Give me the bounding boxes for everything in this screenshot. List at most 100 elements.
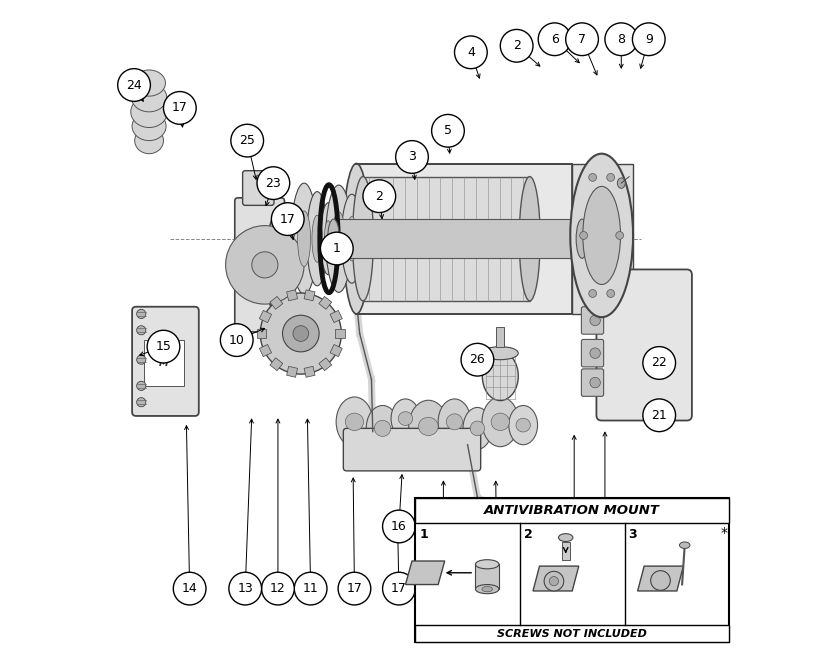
Ellipse shape	[131, 96, 167, 128]
Bar	[319, 296, 332, 309]
Circle shape	[461, 343, 494, 376]
Circle shape	[606, 173, 615, 181]
Text: SCREWS NOT INCLUDED: SCREWS NOT INCLUDED	[498, 628, 647, 639]
Bar	[330, 345, 342, 356]
Ellipse shape	[133, 70, 166, 96]
Bar	[260, 311, 272, 322]
FancyBboxPatch shape	[235, 198, 284, 332]
Text: 17: 17	[391, 582, 407, 595]
Text: 3: 3	[629, 528, 637, 542]
Bar	[257, 329, 266, 338]
Bar	[415, 498, 729, 642]
Bar	[260, 345, 272, 356]
Ellipse shape	[463, 407, 492, 449]
Text: 3: 3	[408, 150, 416, 164]
Circle shape	[252, 252, 278, 278]
Circle shape	[137, 381, 146, 390]
FancyBboxPatch shape	[132, 307, 199, 416]
Ellipse shape	[680, 542, 690, 549]
Bar	[475, 564, 499, 589]
Ellipse shape	[132, 83, 166, 112]
Bar	[144, 340, 185, 386]
Polygon shape	[405, 561, 445, 585]
Circle shape	[163, 92, 196, 124]
Text: 10: 10	[229, 334, 245, 347]
Circle shape	[231, 124, 264, 157]
Bar	[335, 329, 344, 338]
Text: 23: 23	[265, 177, 281, 190]
Ellipse shape	[341, 194, 363, 283]
Text: 21: 21	[651, 409, 667, 422]
Ellipse shape	[544, 572, 564, 591]
Circle shape	[643, 347, 676, 379]
Text: 5: 5	[444, 124, 452, 137]
Text: 1: 1	[333, 242, 341, 255]
Circle shape	[321, 232, 353, 265]
Ellipse shape	[312, 215, 322, 262]
Circle shape	[220, 324, 253, 356]
Ellipse shape	[516, 419, 531, 432]
Ellipse shape	[391, 399, 420, 438]
Circle shape	[260, 293, 341, 374]
Circle shape	[137, 398, 146, 407]
Circle shape	[283, 315, 319, 352]
Text: 14: 14	[182, 582, 198, 595]
Text: 25: 25	[239, 134, 255, 147]
Circle shape	[137, 326, 146, 335]
Ellipse shape	[336, 397, 372, 447]
Circle shape	[590, 315, 601, 326]
Circle shape	[427, 572, 460, 605]
Text: 1: 1	[419, 528, 428, 542]
Circle shape	[566, 23, 598, 56]
FancyBboxPatch shape	[582, 307, 604, 334]
Circle shape	[558, 572, 591, 605]
Ellipse shape	[409, 400, 448, 453]
Ellipse shape	[332, 212, 345, 266]
Text: 11: 11	[302, 582, 319, 595]
Circle shape	[261, 572, 294, 605]
Ellipse shape	[132, 112, 166, 141]
Circle shape	[338, 572, 371, 605]
Text: 2: 2	[376, 190, 383, 203]
Bar	[270, 358, 283, 371]
Bar	[304, 366, 315, 377]
Bar	[572, 164, 633, 314]
Ellipse shape	[344, 164, 369, 314]
Bar	[562, 542, 569, 560]
Text: 13: 13	[237, 582, 253, 595]
Ellipse shape	[583, 186, 620, 284]
Circle shape	[480, 572, 513, 605]
Ellipse shape	[482, 352, 518, 400]
Circle shape	[590, 377, 601, 388]
Ellipse shape	[265, 209, 297, 321]
Ellipse shape	[508, 405, 537, 445]
Ellipse shape	[471, 421, 485, 436]
Ellipse shape	[482, 347, 518, 360]
Text: 18: 18	[435, 582, 452, 595]
Circle shape	[382, 510, 415, 543]
Circle shape	[226, 226, 304, 304]
Text: 17: 17	[172, 101, 188, 114]
Circle shape	[605, 23, 638, 56]
Circle shape	[606, 290, 615, 298]
Circle shape	[432, 114, 464, 147]
Ellipse shape	[475, 585, 499, 594]
Text: 8: 8	[617, 33, 625, 46]
Circle shape	[632, 23, 665, 56]
Ellipse shape	[491, 413, 509, 430]
Ellipse shape	[347, 216, 357, 261]
Bar	[270, 296, 283, 309]
Ellipse shape	[134, 128, 163, 154]
Circle shape	[580, 232, 588, 239]
FancyBboxPatch shape	[582, 369, 604, 396]
Ellipse shape	[475, 560, 499, 569]
Text: 16: 16	[391, 520, 407, 533]
Ellipse shape	[307, 192, 328, 286]
Circle shape	[137, 355, 146, 364]
FancyBboxPatch shape	[582, 339, 604, 367]
Text: 12: 12	[270, 582, 286, 595]
Ellipse shape	[374, 421, 391, 436]
Ellipse shape	[398, 412, 413, 425]
Text: 24: 24	[126, 78, 142, 92]
Ellipse shape	[438, 399, 471, 445]
